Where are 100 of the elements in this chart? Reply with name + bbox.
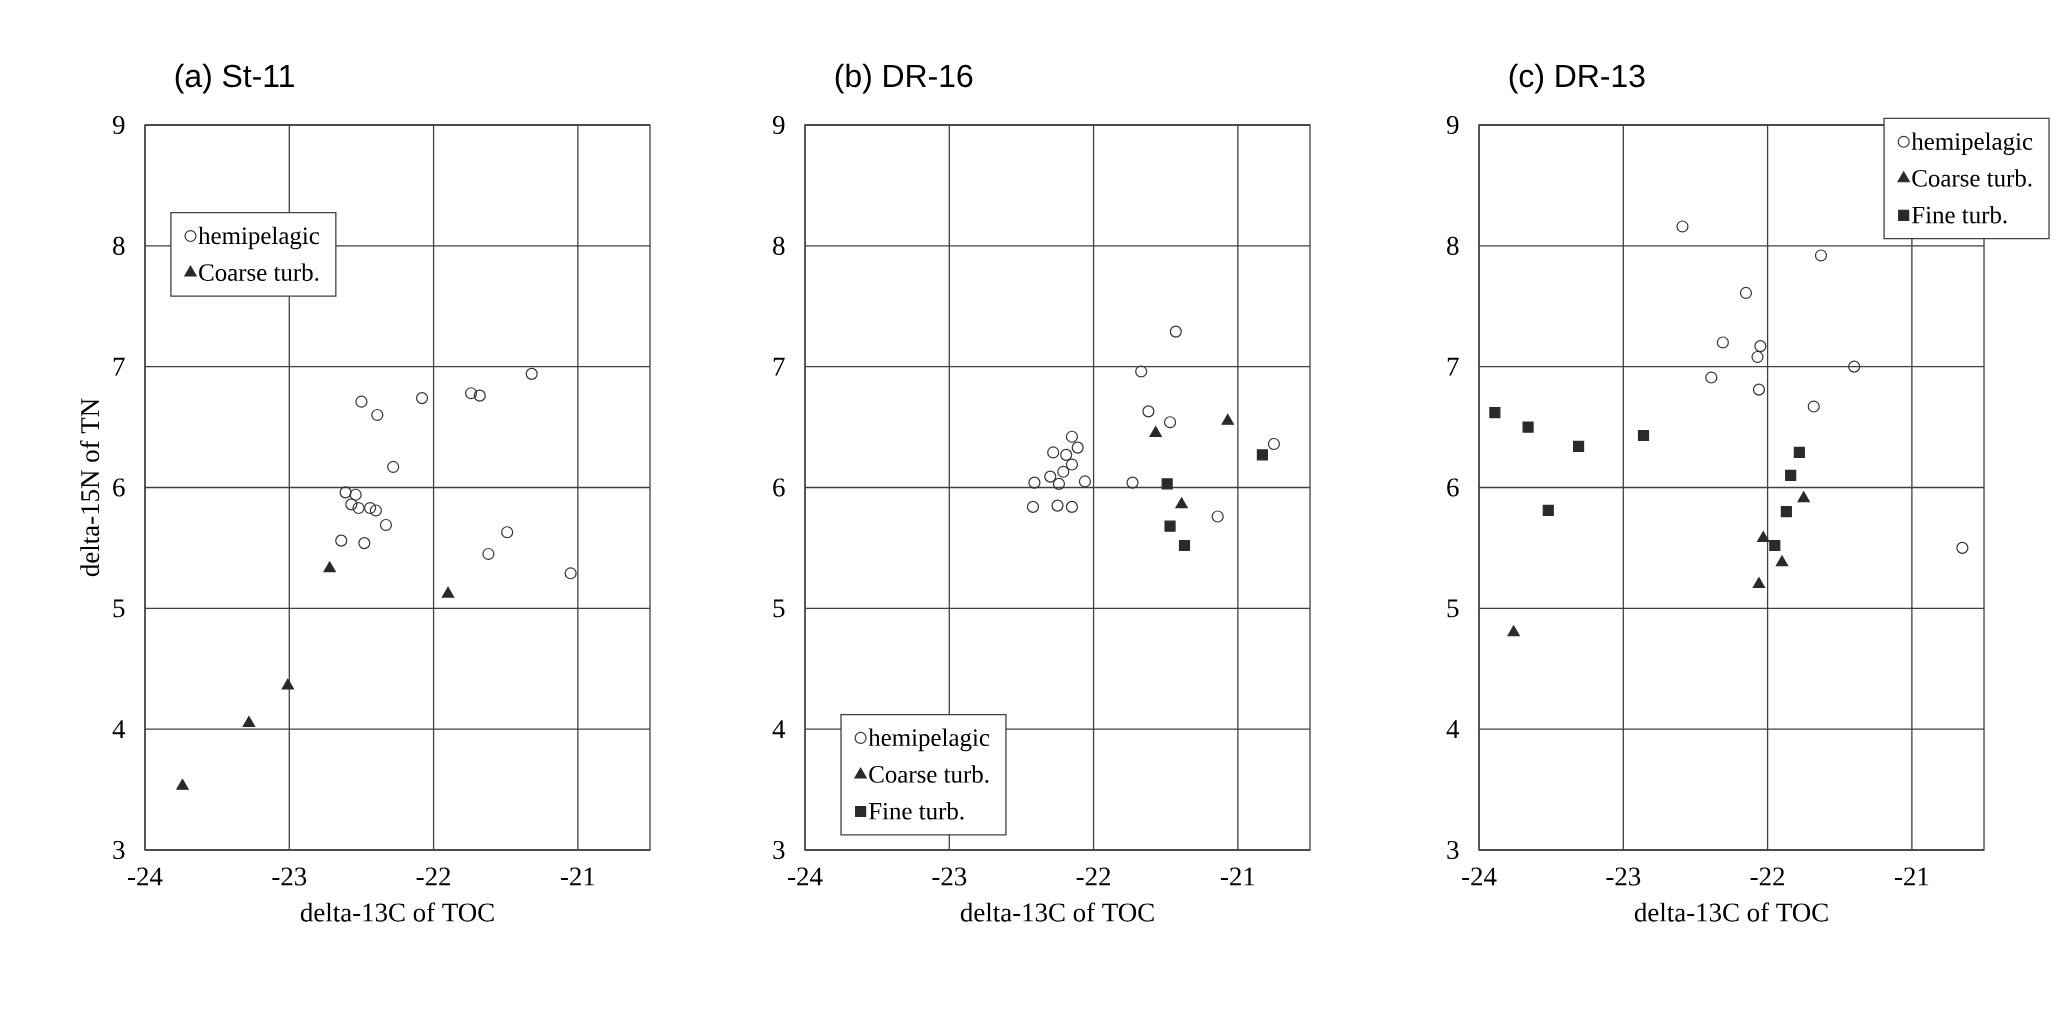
y-tick-label: 7 bbox=[113, 357, 125, 376]
point bbox=[1161, 478, 1173, 490]
point bbox=[323, 561, 336, 573]
chart-title: (b) DR-16 bbox=[835, 63, 973, 94]
y-tick-label: 9 bbox=[112, 115, 125, 135]
y-tick-label: 4 bbox=[112, 720, 126, 739]
point bbox=[1572, 440, 1585, 452]
point bbox=[358, 537, 371, 550]
point bbox=[1739, 286, 1753, 300]
point bbox=[345, 498, 358, 511]
point bbox=[1047, 446, 1060, 459]
point bbox=[1780, 506, 1792, 518]
chart-title: (c) DR-13 bbox=[1509, 63, 1645, 94]
point bbox=[1814, 249, 1828, 262]
point bbox=[1797, 491, 1810, 503]
point bbox=[1221, 413, 1234, 425]
x-tick-label: -24 bbox=[128, 867, 163, 886]
point bbox=[415, 392, 429, 405]
point bbox=[1489, 407, 1501, 419]
point bbox=[1078, 475, 1092, 488]
point bbox=[1751, 350, 1764, 364]
point bbox=[1178, 539, 1191, 552]
point bbox=[1126, 476, 1139, 489]
point bbox=[1785, 469, 1797, 481]
legend-label: hemipelagic bbox=[1911, 132, 2033, 156]
y-tick-label: 6 bbox=[113, 478, 125, 497]
y-tick-label: 5 bbox=[1447, 599, 1459, 618]
y-tick-label: 6 bbox=[773, 478, 785, 497]
point bbox=[387, 460, 400, 474]
point bbox=[1149, 426, 1162, 437]
x-axis-title: delta-13C of TOC bbox=[1634, 902, 1828, 922]
y-tick-label: 4 bbox=[772, 720, 786, 739]
point bbox=[1676, 220, 1689, 233]
y-tick-label: 3 bbox=[113, 840, 125, 860]
x-axis-title: delta-13C of TOC bbox=[300, 902, 494, 922]
point bbox=[1175, 497, 1188, 509]
y-tick-label: 8 bbox=[113, 236, 125, 255]
point bbox=[1256, 449, 1268, 461]
point bbox=[1065, 458, 1079, 471]
point bbox=[281, 678, 295, 690]
point bbox=[564, 567, 577, 580]
point bbox=[355, 395, 368, 408]
point bbox=[1071, 441, 1084, 454]
point bbox=[1705, 371, 1718, 384]
point bbox=[1542, 504, 1554, 517]
legend-label: Fine turb. bbox=[868, 802, 964, 820]
point bbox=[1142, 405, 1155, 418]
x-tick-label: -22 bbox=[1750, 867, 1785, 886]
y-axis-title: delta-15N of TN bbox=[79, 398, 100, 577]
point bbox=[1507, 625, 1520, 637]
point bbox=[371, 408, 384, 422]
x-tick-label: -22 bbox=[1076, 867, 1111, 886]
point bbox=[525, 367, 538, 380]
x-tick-label: -23 bbox=[1606, 867, 1641, 886]
point bbox=[1775, 555, 1789, 567]
y-tick-label: 7 bbox=[1447, 357, 1459, 376]
point bbox=[1522, 421, 1534, 433]
point bbox=[1028, 476, 1041, 489]
point bbox=[1052, 477, 1066, 490]
point bbox=[465, 387, 478, 400]
legend-label: hemipelagic bbox=[868, 728, 990, 752]
point bbox=[1065, 500, 1079, 513]
legend-label: hemipelagic bbox=[198, 226, 320, 250]
x-tick-label: -23 bbox=[272, 867, 307, 886]
point bbox=[335, 534, 348, 547]
point bbox=[1135, 365, 1148, 378]
point bbox=[1065, 430, 1079, 443]
point bbox=[1716, 336, 1729, 349]
point bbox=[369, 504, 382, 517]
y-tick-label: 3 bbox=[1447, 840, 1459, 860]
point bbox=[1754, 340, 1767, 353]
point bbox=[1793, 446, 1805, 459]
point bbox=[1956, 541, 1969, 554]
y-tick-label: 9 bbox=[772, 115, 785, 135]
y-tick-label: 6 bbox=[1447, 478, 1459, 497]
point bbox=[1267, 437, 1281, 451]
point bbox=[1164, 520, 1176, 532]
point bbox=[1757, 531, 1770, 543]
point bbox=[1044, 470, 1057, 483]
y-tick-label: 7 bbox=[773, 357, 785, 376]
point bbox=[1051, 499, 1064, 512]
point bbox=[501, 526, 514, 539]
x-tick-label: -22 bbox=[416, 867, 451, 886]
y-tick-label: 5 bbox=[113, 599, 125, 618]
point bbox=[1769, 539, 1781, 552]
point bbox=[1026, 500, 1040, 513]
x-tick-label: -21 bbox=[560, 867, 595, 886]
point bbox=[1057, 465, 1070, 478]
legend-label: Coarse turb. bbox=[1912, 169, 2032, 187]
y-tick-label: 8 bbox=[1447, 236, 1459, 255]
point bbox=[339, 486, 352, 499]
point bbox=[441, 586, 455, 598]
point bbox=[1807, 400, 1820, 413]
legend-label: Coarse turb. bbox=[869, 765, 989, 783]
point bbox=[1752, 577, 1766, 588]
x-tick-label: -21 bbox=[1220, 867, 1255, 886]
legend-label: Coarse turb. bbox=[199, 263, 319, 282]
point bbox=[1169, 325, 1182, 338]
point bbox=[364, 501, 377, 515]
point bbox=[1752, 383, 1766, 396]
